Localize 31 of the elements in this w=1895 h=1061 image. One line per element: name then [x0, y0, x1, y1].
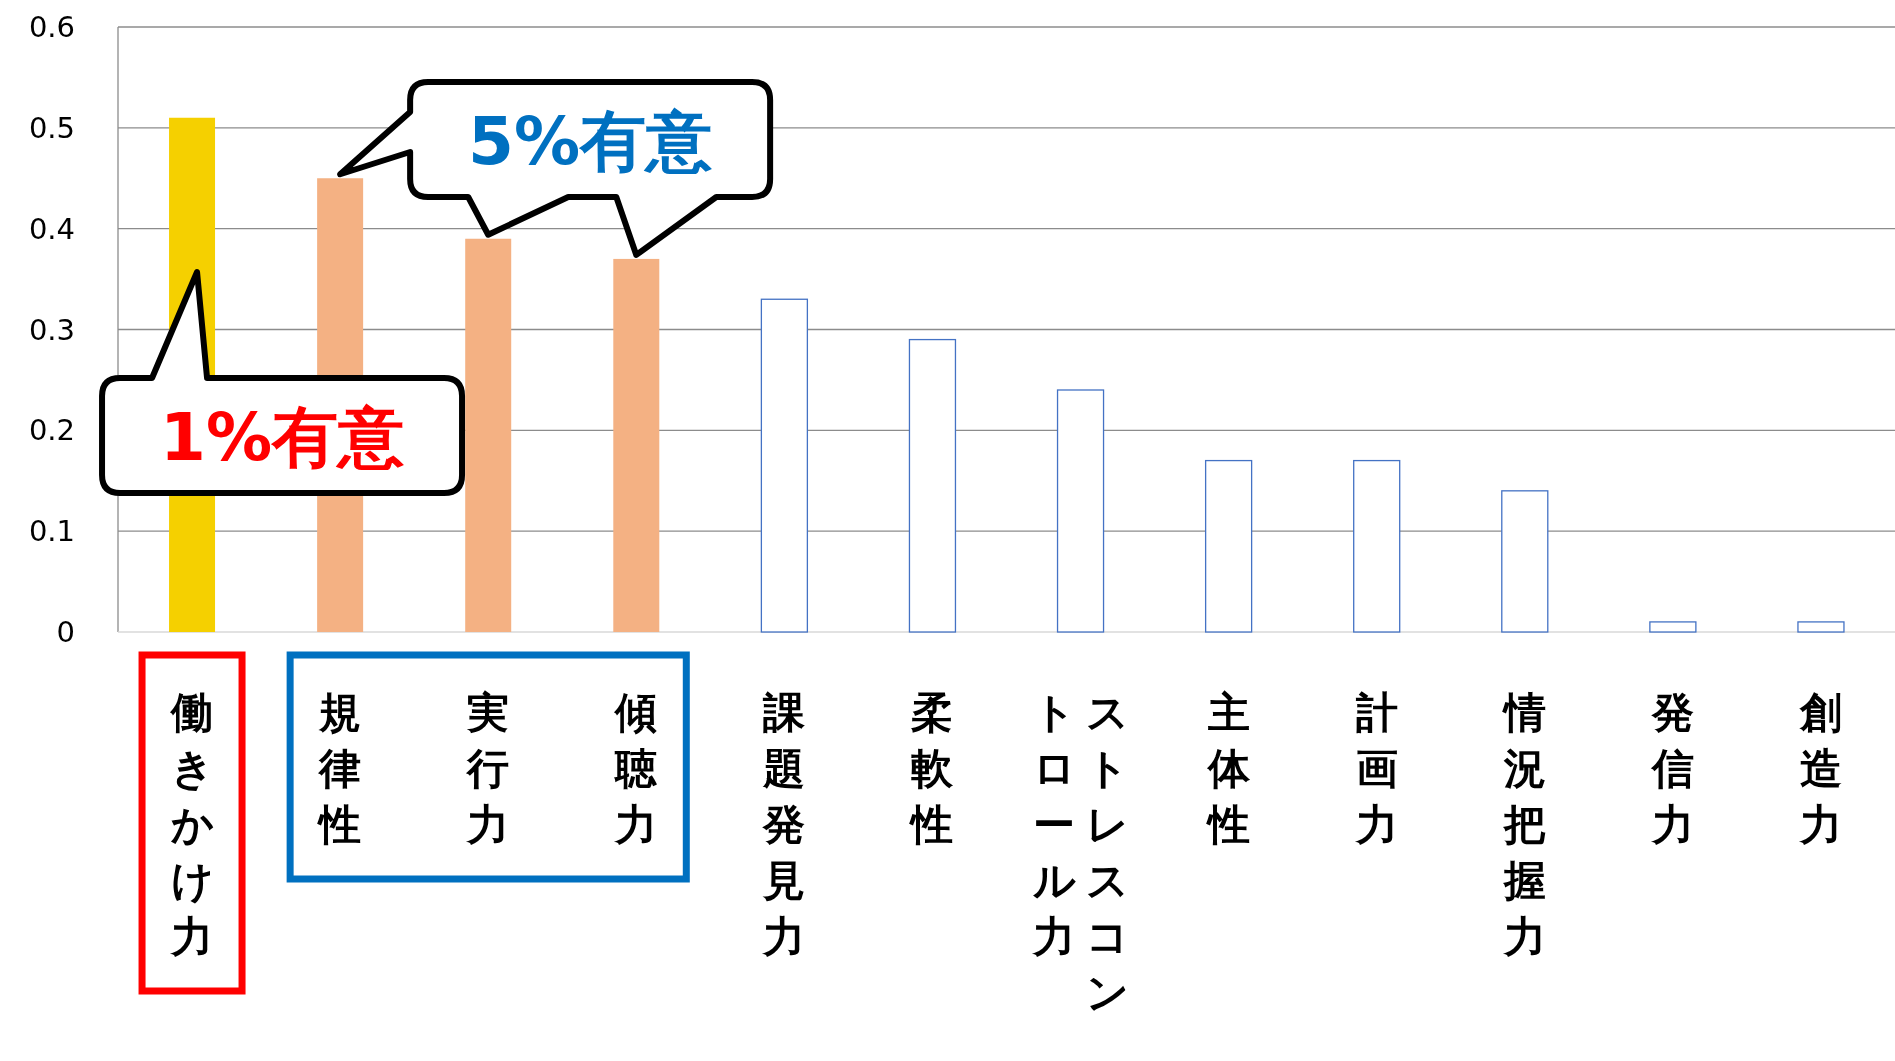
bar — [908, 338, 957, 633]
y-tick-label: 0.6 — [28, 10, 75, 44]
bar — [613, 258, 660, 632]
annotation: 1%有意 — [160, 398, 405, 476]
bar — [1353, 459, 1401, 633]
bar — [1056, 389, 1105, 633]
bar — [1501, 490, 1549, 633]
x-tick-label: 課題発見力 — [761, 687, 807, 963]
x-tick-label: 規律性 — [316, 687, 363, 851]
y-tick-label: 0.3 — [28, 312, 75, 347]
y-tick-label: 0.2 — [28, 413, 75, 448]
y-tick-label: 0 — [56, 615, 75, 649]
bar — [1797, 621, 1845, 633]
x-tick-label: 情況把握力 — [1501, 687, 1547, 963]
y-tick-label: 0.1 — [28, 514, 75, 549]
x-tick-label: 柔軟性 — [908, 687, 955, 851]
annotation: 5%有意 — [468, 102, 713, 180]
x-tick-label: 発信力 — [1650, 687, 1695, 851]
x-tick-label: 実行力 — [465, 687, 511, 851]
x-tick-label: 創造力 — [1798, 687, 1843, 851]
bar — [760, 298, 809, 633]
y-tick-label: 0.4 — [28, 211, 75, 246]
bar — [1649, 621, 1697, 633]
category-label: ストレスコントロール力 — [1032, 688, 1129, 1017]
x-tick-label: 計画力 — [1354, 687, 1399, 851]
x-tick-label: 働きかけ力 — [169, 687, 215, 963]
bar — [465, 238, 512, 632]
bar — [1204, 459, 1253, 633]
x-tick-label: 傾聴力 — [613, 687, 659, 851]
x-tick-label: 主体性 — [1205, 687, 1251, 851]
y-tick-label: 0.5 — [28, 110, 75, 145]
